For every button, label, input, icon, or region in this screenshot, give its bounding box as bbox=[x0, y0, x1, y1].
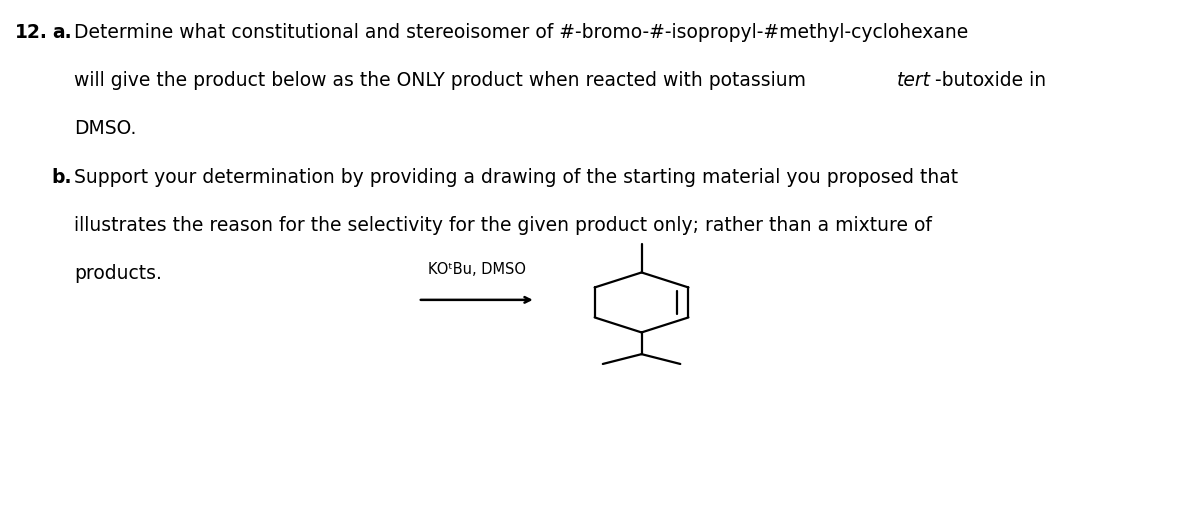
Text: products.: products. bbox=[74, 264, 162, 283]
Text: tert: tert bbox=[896, 71, 931, 90]
Text: illustrates the reason for the selectivity for the given product only; rather th: illustrates the reason for the selectivi… bbox=[74, 216, 932, 235]
Text: KOᵗBu, DMSO: KOᵗBu, DMSO bbox=[427, 262, 526, 277]
Text: a.: a. bbox=[52, 23, 72, 42]
Text: DMSO.: DMSO. bbox=[74, 119, 137, 139]
Text: Determine what constitutional and stereoisomer of #-bromo-#-isopropyl-#methyl-cy: Determine what constitutional and stereo… bbox=[74, 23, 968, 42]
Text: -butoxide in: -butoxide in bbox=[935, 71, 1045, 90]
Text: 12.: 12. bbox=[16, 23, 48, 42]
Text: will give the product below as the ONLY product when reacted with potassium: will give the product below as the ONLY … bbox=[74, 71, 812, 90]
Text: Support your determination by providing a drawing of the starting material you p: Support your determination by providing … bbox=[74, 168, 959, 187]
Text: b.: b. bbox=[52, 168, 72, 187]
